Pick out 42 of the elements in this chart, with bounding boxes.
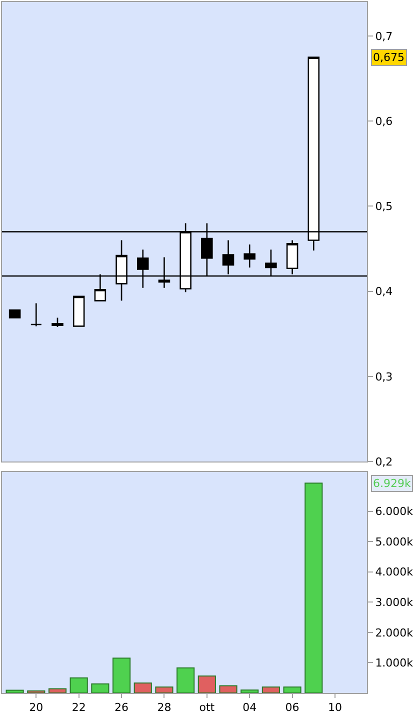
y-tick-label: 0,7 (375, 30, 393, 43)
y-tick-label: 3.000k (375, 596, 414, 609)
y-tick-label: 1.000k (375, 656, 414, 670)
x-tick-label: 10 (328, 701, 342, 714)
bar (283, 686, 302, 693)
text: 6.929k (373, 477, 412, 490)
y-tick-label: 2.000k (375, 626, 414, 640)
y-tick-label: 0,6 (375, 114, 393, 128)
bar (134, 682, 152, 693)
y-tick-label: 4.000k (375, 566, 414, 579)
bar (176, 667, 195, 693)
candlestick (8, 309, 21, 318)
bar (240, 689, 259, 693)
y-tick-label: 0,4 (375, 285, 393, 298)
bar (112, 658, 131, 693)
bar (219, 685, 238, 693)
bar (48, 688, 67, 693)
y-tick-label: 5.000k (375, 535, 414, 548)
candlestick (52, 317, 64, 328)
y-tick-label: 6.000k (375, 505, 414, 518)
bar (304, 482, 323, 693)
bar (155, 686, 174, 693)
x-tick-label: 22 (72, 701, 86, 714)
y-tick-label: 0,5 (375, 200, 393, 214)
y-tick-label: 0,3 (375, 370, 393, 384)
bar (262, 686, 280, 693)
x-tick-label: ott (199, 701, 216, 714)
y-tick-label: 0,2 (375, 455, 393, 468)
candlestick (30, 302, 42, 327)
x-tick-label: 06 (285, 701, 300, 714)
bar (198, 676, 216, 693)
x-tick-label: 26 (114, 701, 129, 714)
bar (70, 677, 88, 693)
bar (27, 690, 46, 693)
candlestick (244, 244, 256, 268)
x-tick-label: 28 (157, 701, 172, 714)
bar (91, 683, 110, 693)
bar (6, 690, 24, 693)
text: 0,675 (373, 51, 404, 64)
x-tick-label: 20 (29, 701, 44, 714)
candlestick (72, 296, 85, 327)
x-tick-label: 04 (242, 701, 257, 714)
